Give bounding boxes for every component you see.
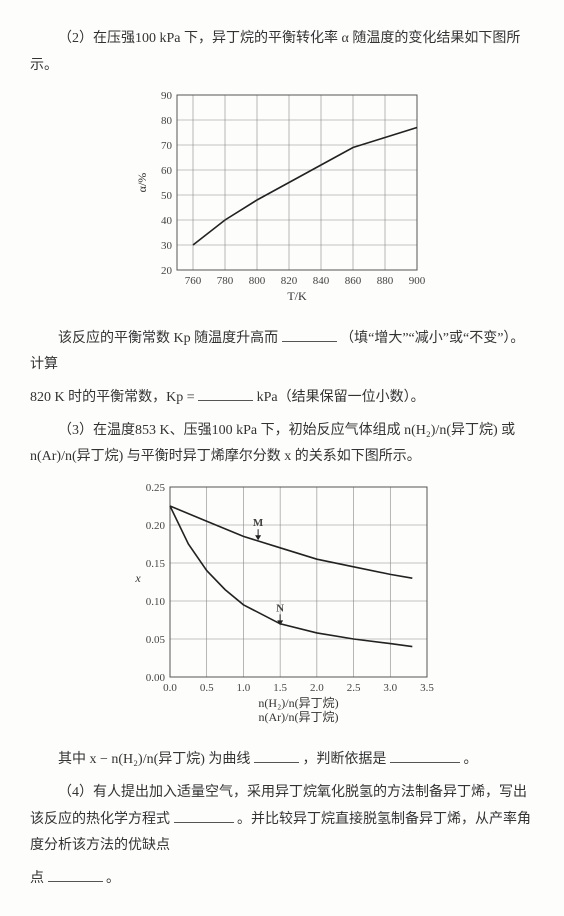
q4-blank-label: 点 <box>30 871 44 886</box>
svg-text:α/%: α/% <box>135 173 149 193</box>
svg-text:840: 840 <box>313 275 330 287</box>
svg-text:60: 60 <box>161 165 173 177</box>
blank-pros[interactable] <box>48 867 103 882</box>
blank-curve[interactable] <box>254 748 299 763</box>
q2-a: 该反应的平衡常数 Kp 随温度升高而 <box>58 331 278 346</box>
q4-text2: 点 。 <box>30 866 534 893</box>
svg-text:0.5: 0.5 <box>200 682 214 694</box>
svg-text:0.10: 0.10 <box>146 596 166 608</box>
svg-text:2.5: 2.5 <box>347 682 361 694</box>
blank-eq[interactable] <box>174 808 234 823</box>
svg-text:1.0: 1.0 <box>237 682 251 694</box>
svg-text:0.05: 0.05 <box>146 634 166 646</box>
svg-text:N: N <box>276 602 284 614</box>
svg-text:3.5: 3.5 <box>420 682 434 694</box>
chart2-container: 0.000.050.100.150.200.250.00.51.01.52.02… <box>30 477 534 738</box>
chart1-container: 20 30 40 50 60 70 80 90 760 780 800 820 840 860 880 900… <box>30 85 534 316</box>
svg-text:40: 40 <box>161 215 173 227</box>
svg-text:90: 90 <box>161 90 173 102</box>
blank-kp-trend[interactable] <box>282 327 337 342</box>
svg-text:20: 20 <box>161 265 173 277</box>
svg-text:2.0: 2.0 <box>310 682 324 694</box>
q2-text-line1: 该反应的平衡常数 Kp 随温度升高而 （填“增大”“减小”或“不变”）。计算 <box>30 326 534 379</box>
svg-text:800: 800 <box>249 275 266 287</box>
q3-c: 。 <box>463 752 477 767</box>
svg-text:820: 820 <box>281 275 298 287</box>
svg-text:880: 880 <box>377 275 394 287</box>
svg-text:T/K: T/K <box>287 289 307 303</box>
q3-text: 其中 x − n(H₂)/n(异丁烷) 为曲线 ，判断依据是 。 <box>30 747 534 774</box>
q3-b: ，判断依据是 <box>302 752 386 767</box>
svg-text:0.20: 0.20 <box>146 520 166 532</box>
svg-text:760: 760 <box>185 275 202 287</box>
q3-a: 其中 x − n(H₂)/n(异丁烷) 为曲线 <box>58 752 250 767</box>
alpha-vs-temp-chart: 20 30 40 50 60 70 80 90 760 780 800 820 840 860 880 900… <box>132 85 432 305</box>
svg-text:860: 860 <box>345 275 362 287</box>
svg-text:30: 30 <box>161 240 173 252</box>
svg-text:M: M <box>253 517 264 529</box>
svg-text:0.0: 0.0 <box>163 682 177 694</box>
svg-text:1.5: 1.5 <box>273 682 287 694</box>
q4-c: 。 <box>106 871 120 886</box>
q2-d: kPa（结果保留一位小数）。 <box>257 390 425 405</box>
svg-text:0.25: 0.25 <box>146 482 166 494</box>
svg-text:70: 70 <box>161 140 173 152</box>
q2-c: 820 K 时的平衡常数，Kp = <box>30 390 195 405</box>
svg-text:x: x <box>134 571 141 585</box>
q4-text: （4）有人提出加入适量空气，采用异丁烷氧化脱氢的方法制备异丁烯，写出该反应的热化… <box>30 780 534 860</box>
molefrac-chart: 0.000.050.100.150.200.250.00.51.01.52.02… <box>122 477 442 727</box>
svg-text:3.0: 3.0 <box>383 682 397 694</box>
svg-text:780: 780 <box>217 275 234 287</box>
q2-text-line2: 820 K 时的平衡常数，Kp = kPa（结果保留一位小数）。 <box>30 385 534 412</box>
svg-text:900: 900 <box>409 275 426 287</box>
svg-text:0.15: 0.15 <box>146 558 166 570</box>
svg-text:n(Ar)/n(异丁烷): n(Ar)/n(异丁烷) <box>259 710 339 724</box>
q3-intro: （3）在温度853 K、压强100 kPa 下，初始反应气体组成 n(H₂)/n… <box>30 418 534 471</box>
svg-text:80: 80 <box>161 115 173 127</box>
blank-kp-value[interactable] <box>198 386 253 401</box>
svg-text:50: 50 <box>161 190 173 202</box>
q2-intro: （2）在压强100 kPa 下，异丁烷的平衡转化率 α 随温度的变化结果如下图所… <box>30 26 534 79</box>
blank-reason[interactable] <box>390 748 460 763</box>
